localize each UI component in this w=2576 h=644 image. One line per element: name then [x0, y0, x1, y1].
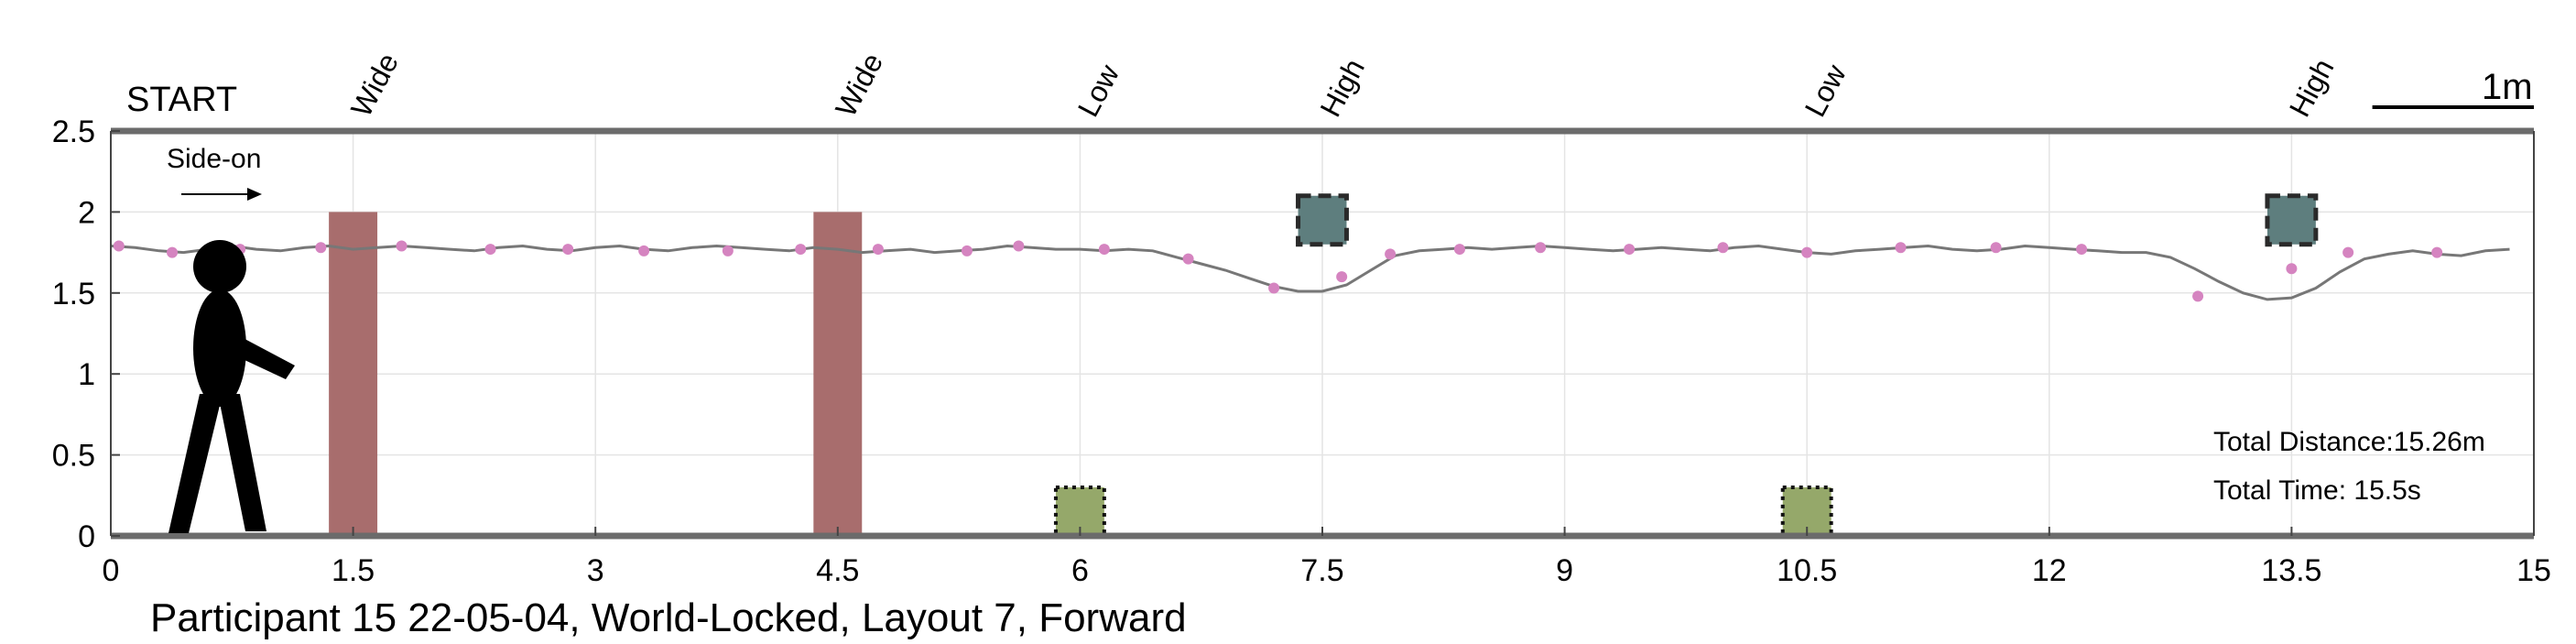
footstep-marker: [2192, 290, 2204, 302]
x-tick-label: 13.5: [2261, 553, 2321, 588]
scale-bar-label: 1m: [2482, 67, 2533, 107]
head-path: [110, 244, 2510, 301]
x-tick-label: 15: [2516, 553, 2551, 588]
obstacle-label: High: [2283, 53, 2341, 122]
footstep-marker: [638, 245, 650, 257]
x-tick-label: 3: [587, 553, 604, 588]
head-height-line: [110, 244, 2510, 301]
direction-arrow-icon: [181, 188, 262, 201]
footstep-marker: [961, 245, 973, 257]
footstep-marker: [722, 245, 734, 257]
footstep-marker: [1624, 244, 1636, 256]
footstep-marker: [2431, 246, 2443, 258]
footstep-markers: [113, 240, 2443, 302]
x-tick-label: 6: [1071, 553, 1089, 588]
grid: [110, 130, 2535, 537]
footstep-marker: [1336, 271, 1348, 283]
footstep-marker: [1535, 242, 1547, 254]
footstep-marker: [2286, 263, 2298, 275]
obstacle-label: Low: [1799, 59, 1853, 123]
obstacle-high: [2265, 193, 2319, 247]
obstacle-label: Wide: [829, 48, 889, 122]
walking-person-icon: [168, 240, 295, 533]
obstacles: Wide Wide Low High Low High: [329, 48, 2341, 539]
y-tick-label: 2: [78, 195, 95, 230]
footstep-marker: [1385, 248, 1397, 260]
footstep-marker: [1990, 242, 2002, 254]
scale-bar: 1m: [2372, 67, 2534, 109]
footstep-marker: [1895, 242, 1907, 254]
footstep-marker: [795, 244, 807, 256]
obstacle-label: Low: [1071, 59, 1126, 123]
obstacle-label: High: [1313, 53, 1371, 122]
direction-label: Side-on: [167, 144, 261, 174]
y-tick-label: 1.5: [52, 277, 95, 311]
x-tick-label: 4.5: [816, 553, 859, 588]
y-tick-label: 0: [78, 519, 95, 554]
footstep-marker: [315, 242, 327, 254]
footstep-marker: [396, 240, 408, 252]
footstep-marker: [2342, 246, 2354, 258]
x-tick-label: 9: [1556, 553, 1573, 588]
x-tick-label: 0: [103, 553, 120, 588]
obstacle-label: Wide: [344, 48, 405, 122]
footstep-marker: [484, 244, 496, 256]
footstep-marker: [113, 240, 125, 252]
obstacle-high: [1296, 193, 1349, 247]
total-distance: Total Distance:15.26m: [2213, 427, 2485, 457]
footstep-marker: [1013, 240, 1025, 252]
footstep-marker: [2076, 244, 2088, 256]
footstep-marker: [1801, 246, 1813, 258]
footstep-marker: [1268, 282, 1280, 294]
x-tick-label: 1.5: [332, 553, 375, 588]
axes: 0 1.5 3 4.5 6 7.5 9 10.5 12 13.5 15 0 0.5 1 1.5 2 2.5: [52, 115, 2551, 588]
footstep-marker: [1717, 242, 1729, 254]
x-tick-label: 7.5: [1300, 553, 1343, 588]
y-tick-label: 2.5: [52, 115, 95, 149]
footstep-marker: [1182, 253, 1194, 265]
obstacle-wide: [329, 212, 378, 536]
total-time: Total Time: 15.5s: [2213, 475, 2421, 506]
obstacle-wide: [813, 212, 863, 536]
footstep-marker: [562, 244, 574, 256]
y-tick-label: 0.5: [52, 439, 95, 474]
x-tick-label: 12: [2032, 553, 2067, 588]
x-tick-label: 10.5: [1777, 553, 1837, 588]
chart-title: Participant 15 22-05-04, World-Locked, L…: [150, 595, 1187, 640]
footstep-marker: [1098, 244, 1110, 256]
footstep-marker: [1453, 244, 1465, 256]
footstep-marker: [167, 246, 179, 258]
footstep-marker: [872, 244, 884, 256]
y-tick-label: 1: [78, 357, 95, 392]
start-label: START: [126, 81, 237, 119]
